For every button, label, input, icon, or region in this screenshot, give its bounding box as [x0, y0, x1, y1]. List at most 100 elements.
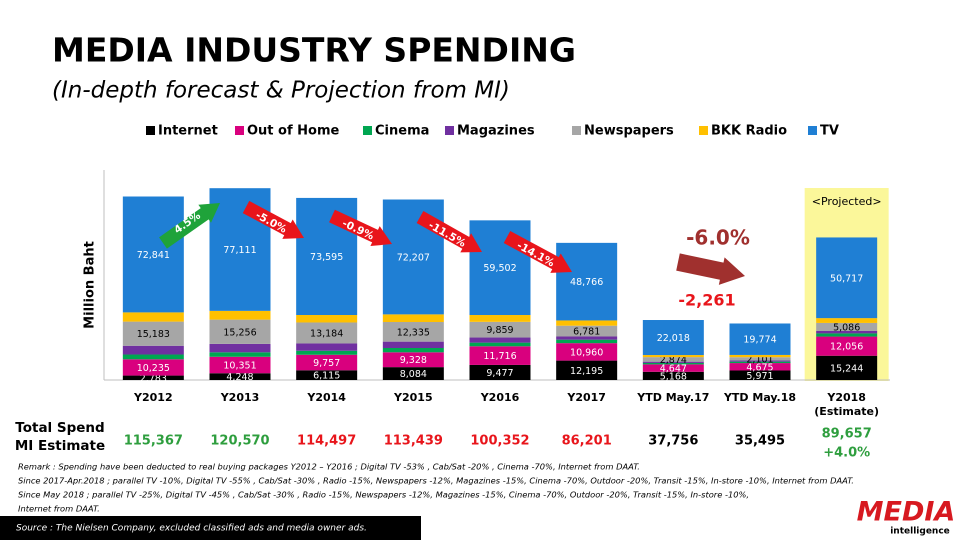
growth-arrow	[503, 230, 572, 273]
bar-segment	[296, 354, 358, 371]
value-label: 15,244	[830, 363, 863, 374]
value-label: 4,675	[746, 362, 773, 373]
bar-segment	[209, 356, 271, 374]
value-label: 9,477	[486, 368, 513, 379]
legend-swatch	[235, 126, 244, 135]
logo-tagline: intelligence	[890, 527, 950, 537]
projected-label: <Projected>	[812, 195, 882, 208]
bar-segment	[209, 373, 271, 380]
bar-segment	[642, 355, 704, 358]
value-label: 72,207	[397, 252, 430, 263]
value-label: 11,716	[483, 351, 516, 362]
bar-segment	[209, 343, 271, 353]
legend-label: TV	[820, 124, 839, 139]
bar-segment	[382, 352, 444, 368]
x-tick-label: Y2016	[480, 391, 520, 404]
total-value: 37,756	[648, 434, 698, 449]
bar-segment	[642, 320, 704, 356]
logo: MEDIA	[857, 497, 956, 528]
bar-segment	[642, 364, 704, 372]
value-label: 19,774	[743, 335, 776, 346]
value-label: 12,056	[830, 342, 863, 353]
bar-segment	[382, 314, 444, 323]
bar-segment	[296, 370, 358, 380]
growth-arrow	[159, 203, 220, 249]
total-growth: +4.0%	[823, 446, 870, 461]
value-label: 48,766	[570, 277, 603, 288]
bar-segment	[816, 336, 878, 356]
value-label: 9,328	[400, 355, 427, 366]
bar-segment	[122, 359, 184, 376]
value-label: 4,248	[226, 372, 253, 383]
bar-segment	[556, 343, 618, 361]
value-label: 77,111	[223, 245, 256, 256]
legend-swatch	[146, 126, 155, 135]
value-label: 8,084	[400, 369, 427, 380]
bar-segment	[469, 342, 531, 347]
value-label: 9,757	[313, 358, 340, 369]
legend-label: Out of Home	[247, 124, 340, 139]
x-tick-label: Y2012	[134, 391, 173, 404]
bar-segment	[296, 350, 358, 355]
remark-line: Remark : Spending have been deducted to …	[18, 462, 640, 472]
bar-segment	[469, 346, 531, 365]
source-box	[0, 516, 421, 540]
value-label: 10,960	[570, 347, 603, 358]
bar-segment	[209, 319, 271, 344]
total-value: 86,201	[562, 434, 612, 449]
remark-line: Since 2017-Apr.2018 ; parallel TV -10%, …	[18, 476, 854, 486]
total-value: 35,495	[735, 434, 785, 449]
bar-segment	[469, 321, 531, 338]
legend-swatch	[572, 126, 581, 135]
legend-swatch	[445, 126, 454, 135]
bar-segment	[816, 318, 878, 323]
legend-swatch	[808, 126, 817, 135]
bar-segment	[382, 341, 444, 349]
bar-segment	[816, 355, 878, 380]
bar-segment	[642, 362, 704, 365]
x-tick-label: Y2017	[567, 391, 606, 404]
total-value: 89,657	[822, 427, 872, 442]
total-value: 120,570	[210, 434, 269, 449]
bar-segment	[469, 220, 531, 316]
x-tick-label: Y2018 (Estimate)	[814, 391, 880, 418]
legend-label: Newspapers	[584, 124, 674, 139]
x-tick-label: YTD May.17	[637, 391, 710, 404]
value-label: 50,717	[830, 273, 863, 284]
value-label: 59,502	[483, 263, 516, 274]
value-label: 10,351	[223, 361, 256, 372]
bar-segment	[122, 321, 184, 346]
value-label: 15,183	[137, 329, 170, 340]
bar-segment	[816, 322, 878, 331]
source: Source : The Nielsen Company, excluded c…	[16, 524, 367, 534]
bar-segment	[209, 310, 271, 320]
value-label: 10,235	[137, 363, 170, 374]
bar-segment	[122, 345, 184, 355]
legend-swatch	[699, 126, 708, 135]
bar-segment	[382, 367, 444, 380]
remark-line: Since May 2018 ; parallel TV -25%, Digit…	[18, 490, 749, 500]
total-value: 100,352	[470, 434, 529, 449]
x-tick-label: Y2013	[220, 391, 260, 404]
bar-segment	[642, 371, 704, 380]
x-tick-label: YTD May.18	[723, 391, 797, 404]
growth-arrow	[416, 211, 482, 253]
value-label: 4,647	[660, 364, 687, 375]
bar-segment	[296, 315, 358, 323]
bar-segment	[729, 370, 791, 380]
legend-label: Magazines	[457, 124, 535, 139]
bar-segment	[469, 337, 531, 343]
value-label: 5,086	[833, 322, 860, 333]
bar-segment	[729, 363, 791, 371]
x-tick-label: Y2015	[394, 391, 433, 404]
value-label: 13,184	[310, 328, 343, 339]
bar-segment	[556, 242, 618, 321]
value-label: 2,783	[140, 373, 167, 384]
growth-arrow	[242, 200, 305, 239]
legend-label: BKK Radio	[711, 124, 787, 139]
legend-label: Cinema	[375, 124, 429, 139]
bar-segment	[556, 336, 618, 340]
x-tick-label: Y2014	[307, 391, 346, 404]
bar-segment	[296, 322, 358, 344]
